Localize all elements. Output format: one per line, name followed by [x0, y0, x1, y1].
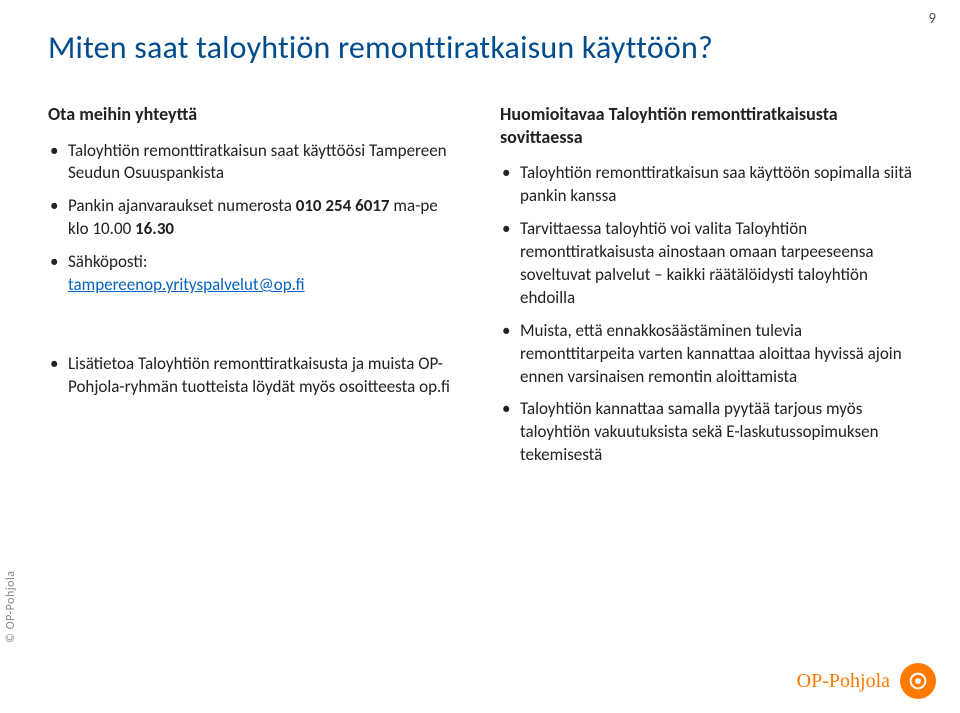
- brand-text: OP-Pohjola: [797, 670, 890, 693]
- right-bullet-list: Taloyhtiön remonttiratkaisun saa käyttöö…: [500, 162, 912, 467]
- left-column: Ota meihin yhteyttä Taloyhtiön remonttir…: [48, 103, 460, 477]
- copyright-text: © OP-Pohjola: [4, 571, 18, 643]
- list-item: Pankin ajanvaraukset numerosta 010 254 6…: [48, 195, 460, 241]
- left-subhead: Ota meihin yhteyttä: [48, 103, 460, 126]
- list-item: Muista, että ennakkosäästäminen tulevia …: [500, 320, 912, 389]
- list-item-text: Muista, että ennakkosäästäminen tulevia …: [520, 320, 902, 387]
- list-item-bold: 010 254 6017: [296, 195, 390, 216]
- email-link[interactable]: tampereenop.yrityspalvelut@op.fi: [68, 274, 305, 295]
- slide-title: Miten saat taloyhtiön remonttiratkaisun …: [48, 28, 912, 67]
- page-number: 9: [928, 10, 936, 28]
- list-item-text: Taloyhtiön remonttiratkaisun saa käyttöö…: [520, 162, 912, 206]
- list-item: Taloyhtiön remonttiratkaisun saa käyttöö…: [500, 162, 912, 208]
- list-item-text: Lisätietoa Taloyhtiön remonttiratkaisust…: [68, 353, 450, 397]
- list-item: Tarvittaessa taloyhtiö voi valita Taloyh…: [500, 218, 912, 310]
- list-item-text: Taloyhtiön remonttiratkaisun saat käyttö…: [68, 140, 447, 184]
- list-item: Lisätietoa Taloyhtiön remonttiratkaisust…: [48, 353, 460, 399]
- list-item-text: Tarvittaessa taloyhtiö voi valita Taloyh…: [520, 218, 874, 308]
- brand-logo-icon: [900, 663, 936, 699]
- list-item-text: Sähköposti:: [68, 251, 147, 272]
- list-item: Taloyhtiön remonttiratkaisun saat käyttö…: [48, 140, 460, 186]
- list-item-text: Pankin ajanvaraukset numerosta: [68, 195, 296, 216]
- list-item: Taloyhtiön kannattaa samalla pyytää tarj…: [500, 398, 912, 467]
- left-bullet-list: Taloyhtiön remonttiratkaisun saat käyttö…: [48, 140, 460, 400]
- slide: 9 Miten saat taloyhtiön remonttiratkaisu…: [0, 0, 960, 713]
- list-item-bold: 16.30: [135, 218, 174, 239]
- list-item-text: Taloyhtiön kannattaa samalla pyytää tarj…: [520, 398, 879, 465]
- footer: OP-Pohjola: [0, 649, 960, 713]
- list-item: Sähköposti: tampereenop.yrityspalvelut@o…: [48, 251, 460, 297]
- brand: OP-Pohjola: [797, 663, 936, 699]
- right-subhead: Huomioitavaa Taloyhtiön remonttiratkaisu…: [500, 103, 912, 148]
- content-columns: Ota meihin yhteyttä Taloyhtiön remonttir…: [48, 103, 912, 477]
- right-column: Huomioitavaa Taloyhtiön remonttiratkaisu…: [500, 103, 912, 477]
